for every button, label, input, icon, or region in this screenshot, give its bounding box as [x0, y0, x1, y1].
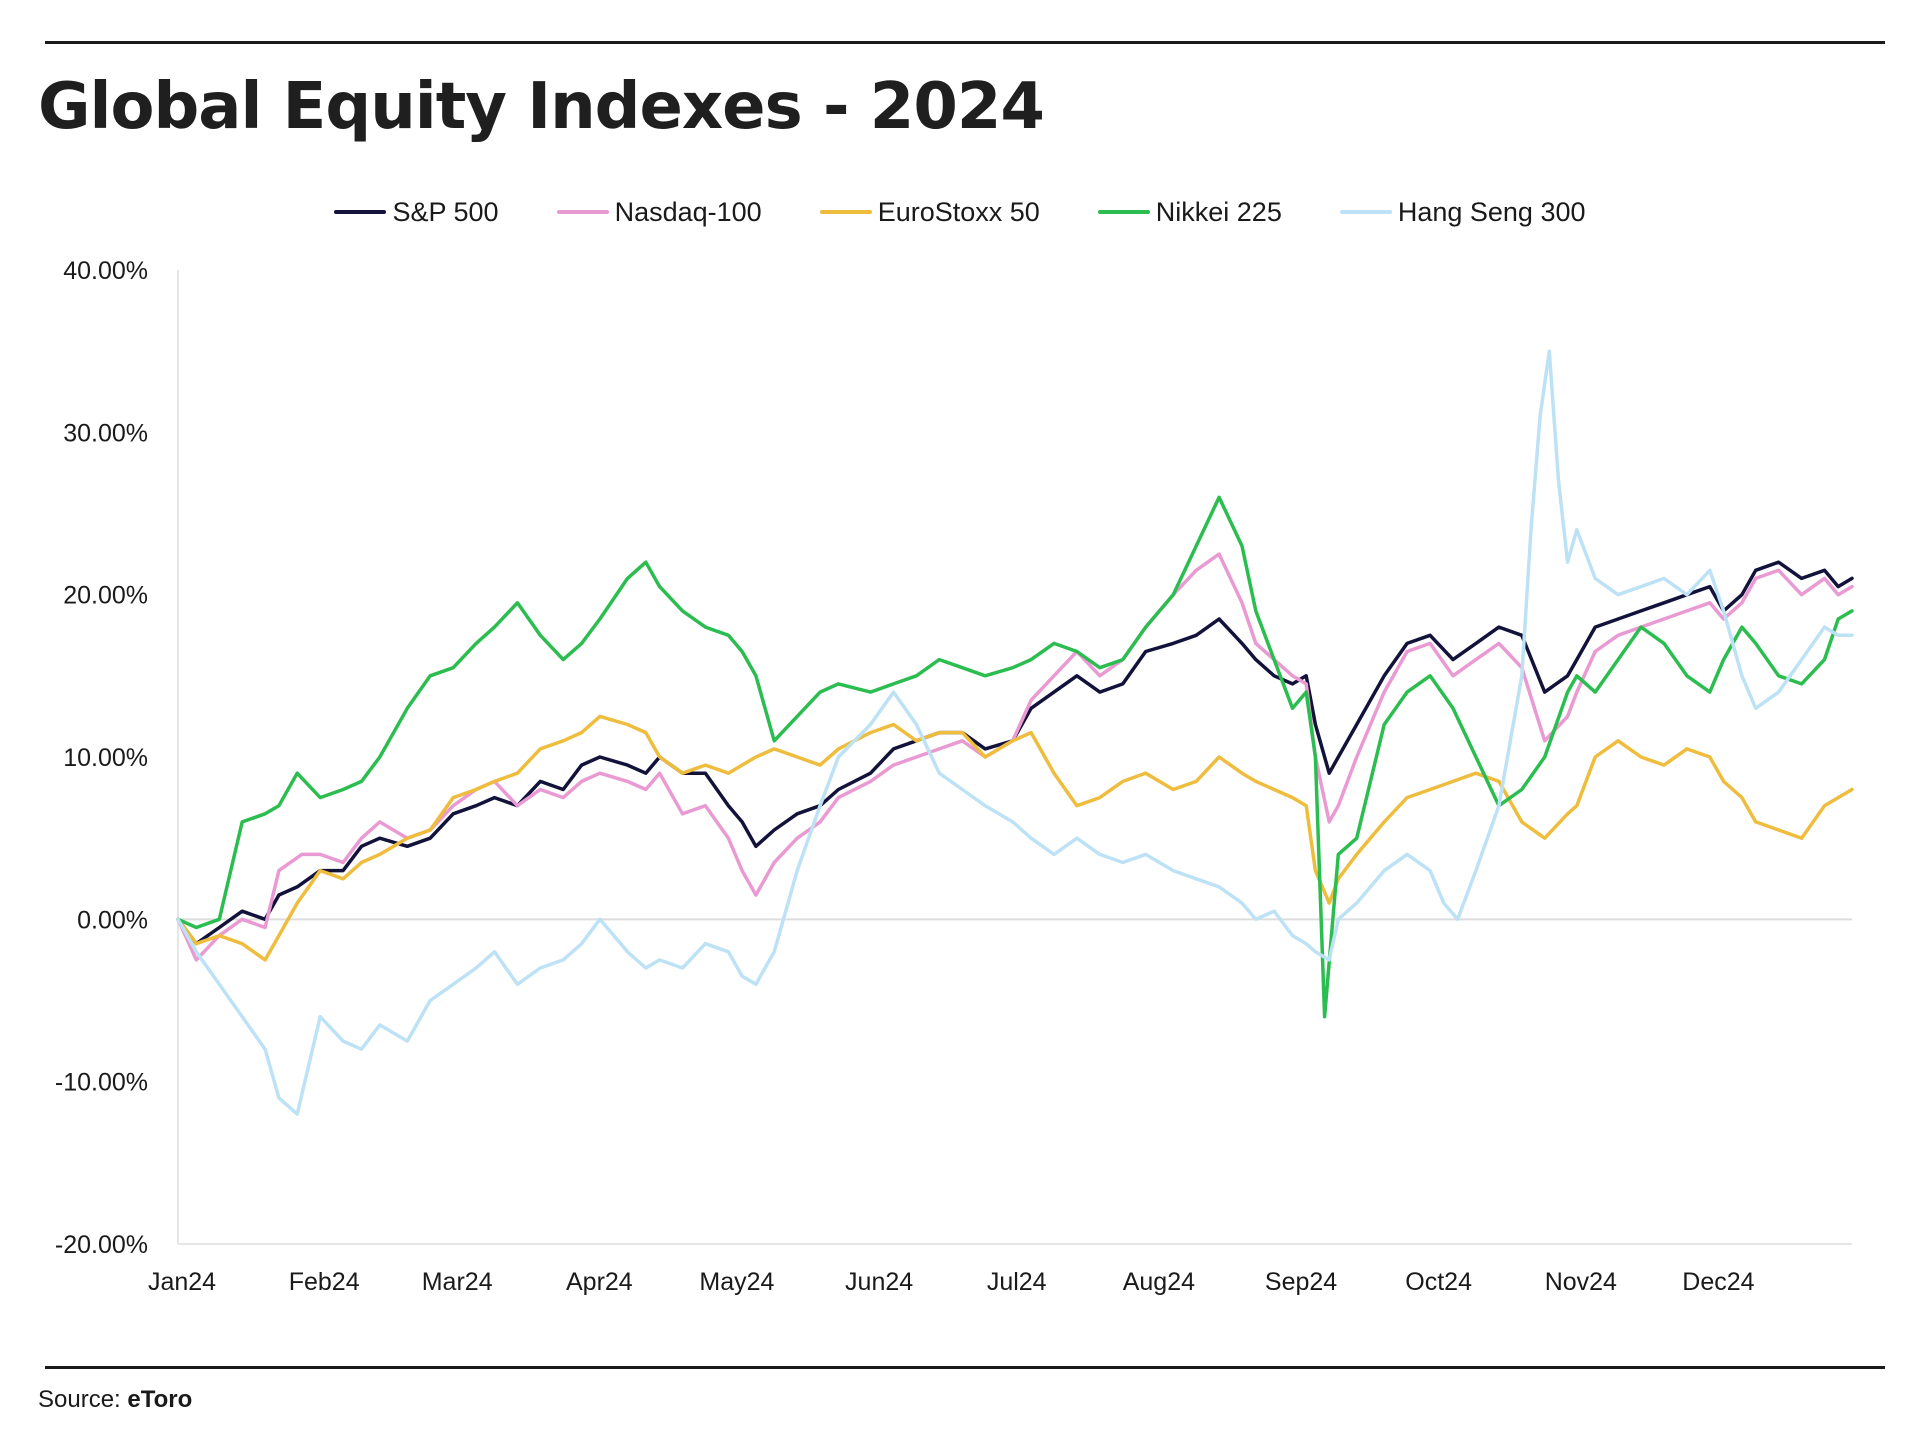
x-tick-label: Jun24 — [845, 1268, 913, 1296]
legend-label: S&P 500 — [392, 196, 499, 227]
x-tick-label: Oct24 — [1405, 1268, 1472, 1296]
series-line-eurostoxx-50 — [176, 714, 1854, 962]
x-tick-label: Nov24 — [1545, 1268, 1617, 1296]
x-tick-label: Dec24 — [1682, 1268, 1754, 1296]
bottom-rule — [45, 1366, 1885, 1369]
y-tick-label: -10.00% — [55, 1069, 148, 1097]
y-tick-label: 10.00% — [63, 744, 148, 772]
series-line-nikkei-225 — [176, 495, 1854, 1019]
legend-item-hang-seng-300: Hang Seng 300 — [1339, 196, 1586, 228]
legend-item-nasdaq-100: Nasdaq-100 — [556, 196, 762, 228]
y-tick-label: 40.00% — [63, 257, 148, 285]
legend-swatch — [1339, 210, 1392, 214]
chart-legend: S&P 500 Nasdaq-100 EuroStoxx 50 Nikkei 225 H… — [0, 192, 1920, 232]
legend-label: EuroStoxx 50 — [877, 196, 1040, 227]
series-line-hang-seng-300 — [176, 349, 1854, 1116]
y-tick-label: 20.00% — [63, 582, 148, 610]
x-tick-label: Apr24 — [566, 1268, 633, 1296]
top-rule — [45, 41, 1885, 44]
legend-item-s-p-500: S&P 500 — [334, 196, 499, 228]
source-note: Source: eToro — [38, 1386, 192, 1414]
x-tick-label: Feb24 — [289, 1268, 360, 1296]
legend-item-eurostoxx-50: EuroStoxx 50 — [819, 196, 1040, 228]
x-tick-label: May24 — [699, 1268, 774, 1296]
legend-swatch — [1097, 210, 1150, 214]
legend-label: Nasdaq-100 — [614, 196, 762, 227]
x-tick-label: Aug24 — [1123, 1268, 1195, 1296]
legend-swatch — [556, 210, 609, 214]
legend-swatch — [334, 210, 387, 214]
x-tick-label: Jul24 — [987, 1268, 1047, 1296]
x-tick-label: Mar24 — [422, 1268, 493, 1296]
x-tick-label: Sep24 — [1265, 1268, 1337, 1296]
series-line-s-p-500 — [176, 560, 1854, 946]
legend-label: Hang Seng 300 — [1397, 196, 1586, 227]
line-chart: 40.00% 30.00% 20.00% 10.00% 0.00% -10.00% -20.… — [55, 257, 1854, 1296]
legend-item-nikkei-225: Nikkei 225 — [1097, 196, 1282, 228]
source-name: eToro — [127, 1386, 193, 1413]
y-tick-label: 0.00% — [77, 906, 148, 934]
legend-swatch — [819, 210, 872, 214]
source-label: Source: — [38, 1386, 121, 1413]
y-tick-label: -20.00% — [55, 1231, 148, 1259]
chart-title: Global Equity Indexes - 2024 — [38, 70, 1045, 144]
x-tick-label: Jan24 — [148, 1268, 216, 1296]
series-line-nasdaq-100 — [176, 552, 1854, 962]
legend-label: Nikkei 225 — [1155, 196, 1282, 227]
y-tick-label: 30.00% — [63, 419, 148, 447]
